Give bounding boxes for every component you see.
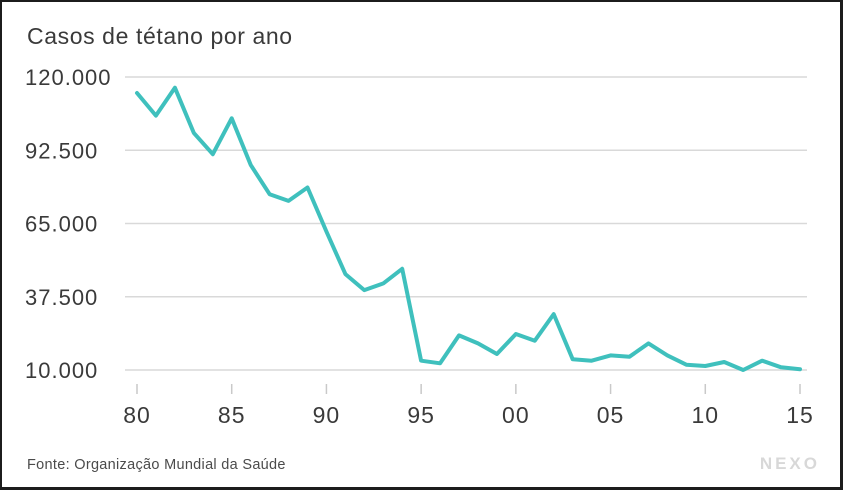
- line-chart: 120.000 92.500 65.000 37.500 10.000 80 85 90 95 0…: [25, 65, 814, 428]
- x-axis-label: 80: [123, 402, 151, 428]
- y-axis-label: 65.000: [25, 212, 98, 237]
- y-axis-label: 92.500: [25, 138, 98, 163]
- x-axis-label: 95: [407, 402, 435, 428]
- data-line-series: [135, 85, 802, 372]
- chart-title: Casos de tétano por ano: [27, 23, 293, 49]
- y-axis-label: 10.000: [25, 358, 98, 383]
- y-axis-label: 120.000: [25, 65, 112, 90]
- x-axis-label: 00: [502, 402, 530, 428]
- chart-footer: Fonte: Organização Mundial da Saúde NEXO: [27, 454, 820, 474]
- x-axis-label: 05: [597, 402, 625, 428]
- y-axis-label: 37.500: [25, 285, 98, 310]
- source-note: Fonte: Organização Mundial da Saúde: [27, 457, 286, 473]
- nexo-logo: NEXO: [759, 454, 820, 473]
- x-axis-label: 90: [313, 402, 341, 428]
- x-axis-label: 10: [691, 402, 719, 428]
- x-axis-label: 15: [786, 402, 814, 428]
- x-axis-label: 85: [218, 402, 246, 428]
